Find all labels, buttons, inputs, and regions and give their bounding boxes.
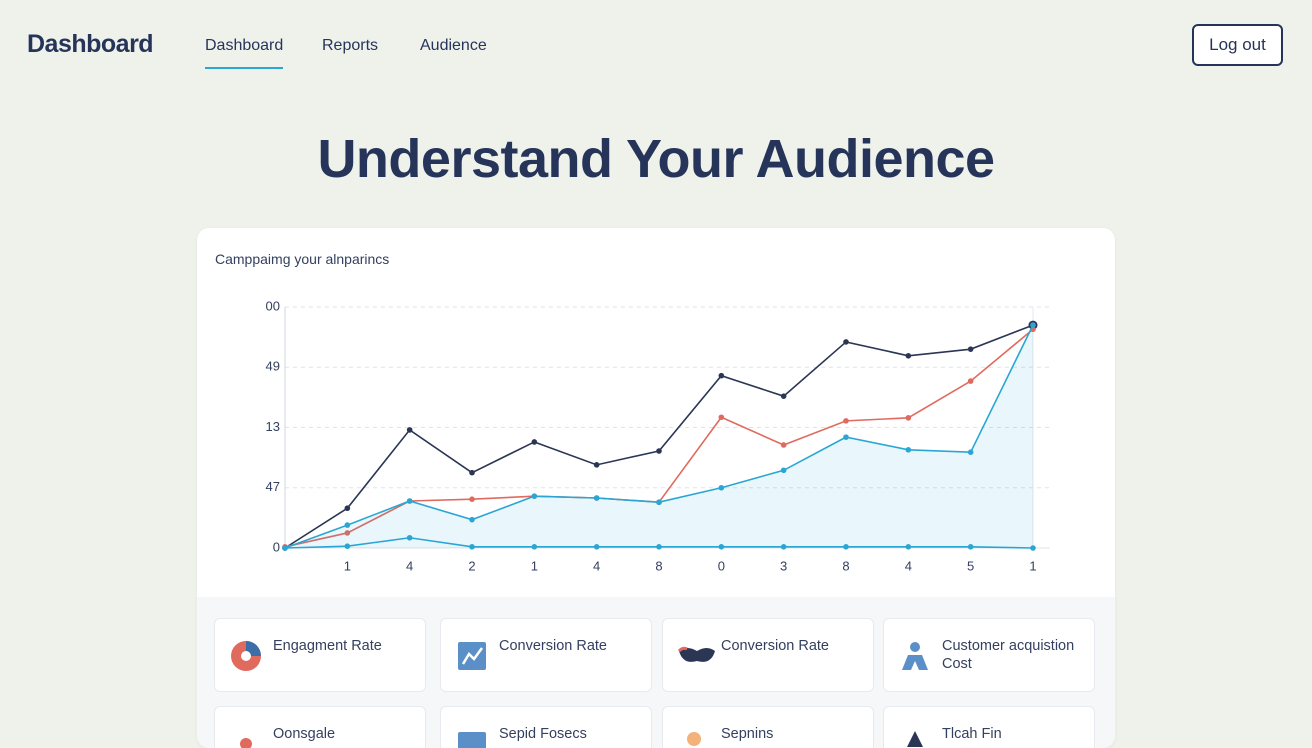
logout-button[interactable]: Log out bbox=[1192, 24, 1283, 66]
point bbox=[967, 543, 974, 550]
point bbox=[593, 462, 600, 468]
point bbox=[905, 543, 912, 550]
nav-link[interactable]: Dashboard bbox=[205, 37, 284, 69]
x-tick-label: 8 bbox=[842, 558, 849, 573]
point bbox=[780, 467, 787, 474]
point bbox=[344, 530, 351, 536]
point bbox=[593, 543, 600, 550]
x-tick-label: 4 bbox=[406, 558, 413, 573]
icon bbox=[458, 642, 486, 670]
point bbox=[718, 372, 725, 379]
metric-card[interactable]: Engagment Rate bbox=[214, 618, 426, 692]
point bbox=[344, 522, 351, 528]
point bbox=[905, 415, 912, 421]
icon bbox=[902, 642, 928, 670]
point bbox=[780, 543, 787, 550]
icon bbox=[677, 646, 715, 662]
metric-card[interactable]: Tlcah Fin bbox=[883, 706, 1095, 748]
nav-link[interactable]: Reports bbox=[322, 37, 379, 54]
x-tick-label: 1 bbox=[344, 558, 351, 573]
point bbox=[843, 543, 849, 550]
point bbox=[469, 496, 475, 502]
x-tick-label: 4 bbox=[593, 558, 600, 573]
heading: Understand Your Audience bbox=[317, 129, 995, 189]
point bbox=[843, 339, 849, 345]
point bbox=[967, 346, 974, 352]
card-label: Customer acquistion Cost bbox=[942, 638, 1075, 672]
cards-area: Engagment Rate Conversion Rate Conversio… bbox=[197, 597, 1115, 748]
point bbox=[718, 484, 725, 491]
y-tick-label: 13 bbox=[266, 419, 280, 434]
metric-card[interactable]: Sepnins bbox=[662, 706, 874, 748]
point bbox=[469, 543, 475, 550]
point bbox=[531, 543, 538, 550]
point bbox=[1030, 545, 1036, 551]
icon bbox=[240, 738, 252, 748]
point bbox=[469, 469, 475, 476]
x-tick-label: 8 bbox=[655, 558, 662, 573]
card-label: Conversion Rate bbox=[499, 638, 607, 654]
icon bbox=[458, 732, 486, 748]
point bbox=[406, 498, 413, 504]
point bbox=[406, 427, 413, 433]
metric-card[interactable]: Conversion Rate bbox=[440, 618, 652, 692]
x-tick-label: 4 bbox=[905, 558, 912, 573]
card-label: Engagment Rate bbox=[273, 638, 382, 654]
point bbox=[718, 543, 725, 550]
card-label: Conversion Rate bbox=[721, 638, 829, 654]
point bbox=[469, 516, 475, 523]
point bbox=[780, 393, 787, 399]
chart: 0 47 13 49 00 1 4 2 1 4 8 0 3 8 4 5 1 bbox=[266, 298, 1050, 573]
x-tick-label: 1 bbox=[1029, 558, 1036, 573]
point bbox=[656, 448, 662, 454]
icon bbox=[907, 731, 923, 747]
logo[interactable]: Dashboard bbox=[27, 30, 154, 58]
panel-title: Camppaimg your alnparincs bbox=[215, 251, 390, 267]
point bbox=[531, 493, 538, 499]
point bbox=[344, 505, 351, 512]
y-tick-label: 49 bbox=[266, 359, 280, 374]
point bbox=[967, 378, 974, 384]
point bbox=[780, 442, 787, 448]
point bbox=[967, 449, 974, 456]
icon bbox=[687, 732, 701, 746]
x-tick-label: 1 bbox=[531, 558, 538, 573]
x-tick-label: 0 bbox=[718, 558, 725, 573]
y-tick-label: 00 bbox=[266, 298, 280, 313]
panel: Camppaimg your alnparincs Engagment Rate… bbox=[197, 228, 1115, 748]
point bbox=[843, 434, 849, 440]
point bbox=[905, 353, 912, 359]
nav-link[interactable]: Audience bbox=[420, 37, 487, 54]
x-tick-label: 3 bbox=[780, 558, 787, 573]
card-label: Tlcah Fin bbox=[942, 726, 1002, 742]
card-label: Sepnins bbox=[721, 726, 774, 742]
card-label: Sepid Fosecs bbox=[499, 726, 587, 742]
y-tick-label: 47 bbox=[266, 479, 280, 494]
point bbox=[656, 543, 662, 550]
y-tick-label: 0 bbox=[273, 539, 280, 554]
point bbox=[344, 543, 351, 549]
card-label: Oonsgale bbox=[273, 726, 336, 742]
point bbox=[718, 414, 725, 421]
metric-card[interactable]: Conversion Rate bbox=[662, 618, 874, 692]
x-tick-label: 5 bbox=[967, 558, 974, 573]
point bbox=[531, 439, 538, 445]
area bbox=[285, 325, 1033, 548]
point bbox=[656, 499, 662, 506]
metric-card[interactable]: Oonsgale bbox=[214, 706, 426, 748]
point bbox=[843, 418, 849, 424]
point bbox=[282, 545, 288, 551]
point bbox=[406, 534, 413, 541]
point bbox=[905, 446, 912, 453]
point bbox=[593, 495, 600, 501]
point bbox=[1030, 322, 1036, 328]
metric-card[interactable]: Customer acquistion Cost bbox=[883, 618, 1095, 692]
metric-card[interactable]: Sepid Fosecs bbox=[440, 706, 652, 748]
icon bbox=[231, 641, 261, 671]
x-tick-label: 2 bbox=[468, 558, 475, 573]
